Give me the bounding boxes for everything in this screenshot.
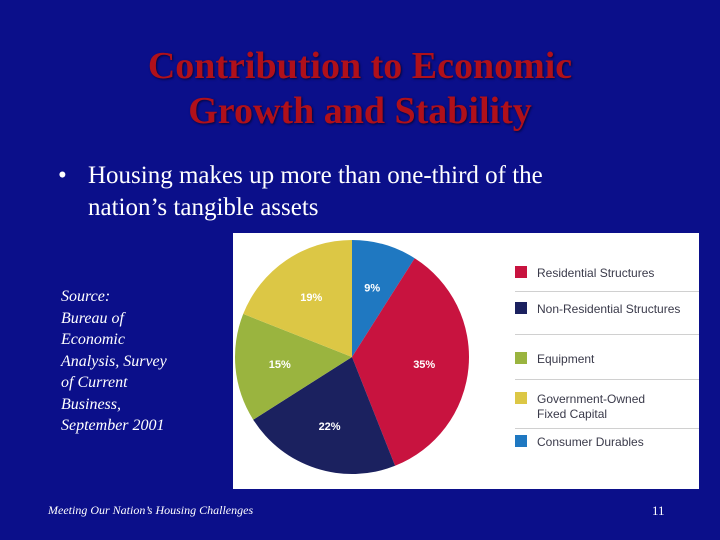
legend-label: Fixed Capital <box>537 407 607 421</box>
pie-slice-label: 9% <box>364 282 380 294</box>
pie-slice <box>235 313 352 420</box>
source-line: Source: <box>61 288 111 305</box>
source-line: Economic <box>61 331 125 348</box>
source-line: September 2001 <box>61 417 165 434</box>
pie-slice <box>352 258 469 466</box>
legend-label: Government-Owned <box>537 392 645 406</box>
pie-slice <box>253 357 396 474</box>
slide-title-line2: Growth and Stability <box>188 90 532 132</box>
page-number: 11 <box>652 503 665 518</box>
legend-label: Residential Structures <box>537 266 654 280</box>
source-line: Business, <box>61 395 121 413</box>
pie-chart: 9% 35% 22% 15% 19% Residential Structures Non-… <box>235 240 699 474</box>
footer-text: Meeting Our Nation’s Housing Challenges <box>48 503 254 517</box>
legend-label: Equipment <box>537 352 595 366</box>
pie-slice <box>352 240 415 357</box>
legend-label: Non-Residential Structures <box>537 302 680 316</box>
legend-label: Consumer Durables <box>537 435 644 449</box>
source-citation: Source: Bureau of Economic Analysis, Sur… <box>61 286 211 437</box>
pie-slice <box>243 240 352 357</box>
pie-slice-label: 35% <box>413 359 435 371</box>
legend-swatch <box>515 392 527 404</box>
pie-slice-label: 19% <box>300 292 322 304</box>
bullet-line1: Housing makes up more than one-third of … <box>88 162 543 189</box>
pie-slice-label: 15% <box>269 359 291 371</box>
source-line: Bureau of <box>61 309 124 327</box>
legend-swatch <box>515 302 527 314</box>
bullet-line2: nation’s tangible assets <box>88 194 319 221</box>
chart-panel: 9% 35% 22% 15% 19% Residential Structures Non-… <box>233 233 699 489</box>
slide-title-line1: Contribution to Economic <box>147 45 573 87</box>
source-line: Analysis, Survey <box>61 352 167 370</box>
source-line: of Current <box>61 374 128 391</box>
slide-title: Contribution to Economic Growth and Stab… <box>0 44 720 134</box>
legend-swatch <box>515 435 527 447</box>
legend-swatch <box>515 352 527 364</box>
legend-swatch <box>515 266 527 278</box>
pie-slice-label: 22% <box>319 421 341 433</box>
bullet-point: • Housing makes up more than one-third o… <box>58 160 638 224</box>
bullet-symbol: • <box>58 162 67 189</box>
